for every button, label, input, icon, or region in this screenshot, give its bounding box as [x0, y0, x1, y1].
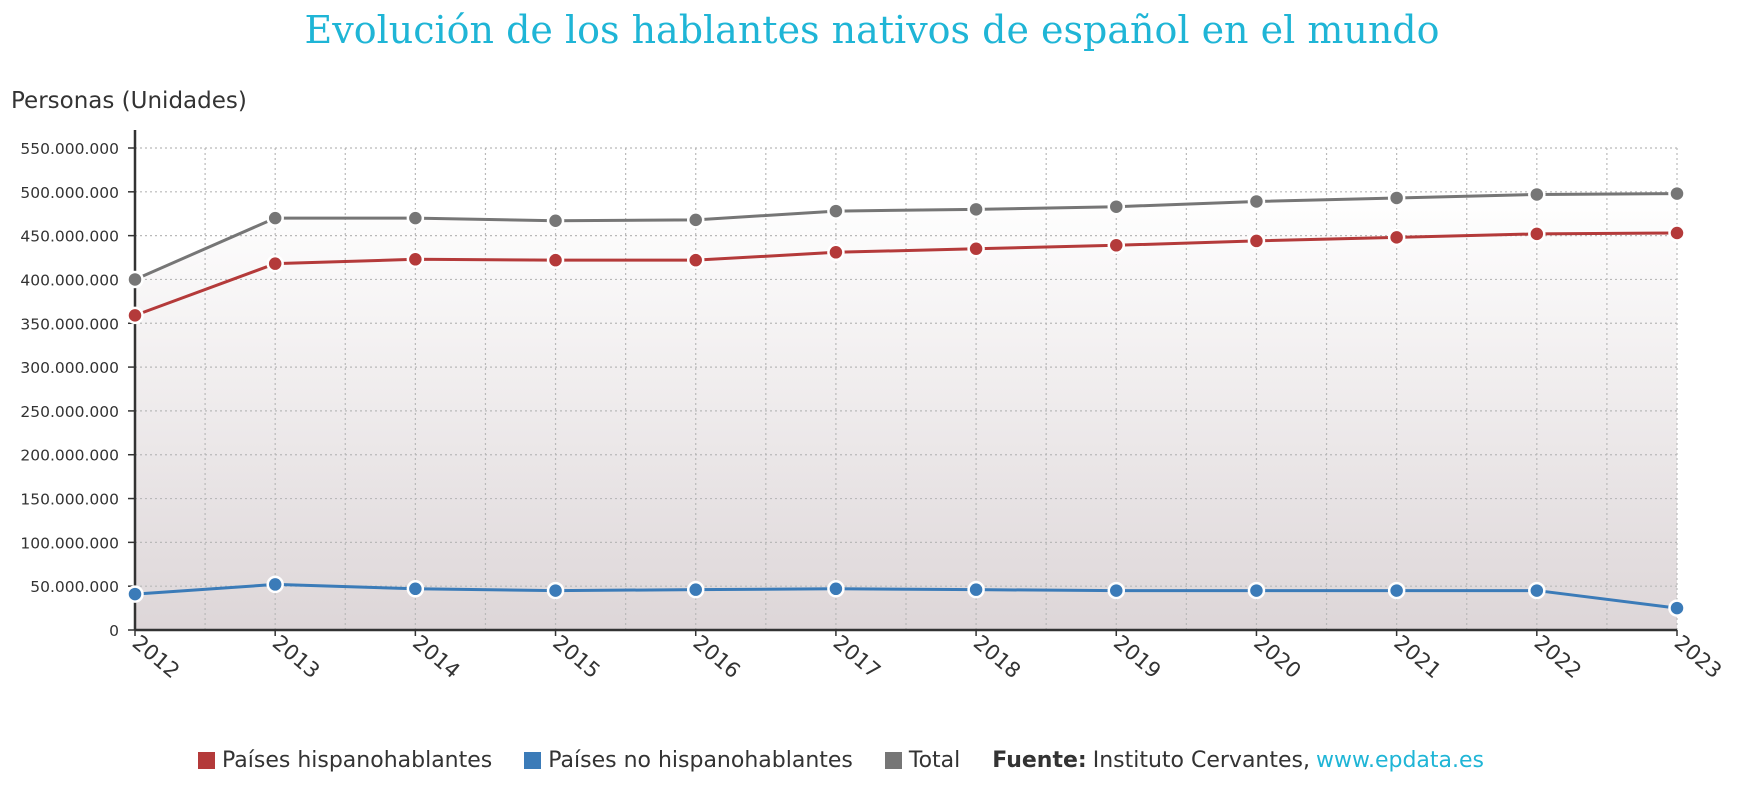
- chart-title: Evolución de los hablantes nativos de es…: [304, 8, 1440, 52]
- series-2-point: [686, 211, 705, 229]
- y-tick-label: 450.000.000: [20, 228, 119, 246]
- series-1-point: [546, 581, 565, 600]
- series-2-point: [827, 202, 845, 220]
- series-1-point: [967, 580, 985, 599]
- series-0-point: [1247, 232, 1266, 250]
- source-note: Fuente: Instituto Cervantes, www.epdata.…: [992, 748, 1484, 773]
- series-line-1: [134, 582, 1678, 610]
- series-0-point: [546, 251, 565, 269]
- x-tick-label: 2018: [969, 630, 1025, 683]
- series-2-point: [1387, 189, 1406, 207]
- y-tick-label: 100.000.000: [20, 534, 119, 552]
- x-tick-label: 2013: [268, 630, 324, 683]
- legend-label: Países hispanohablantes: [222, 748, 493, 773]
- x-tick-label: 2012: [128, 630, 184, 683]
- series-2-point: [126, 270, 144, 289]
- source-link[interactable]: www.epdata.es: [1316, 748, 1484, 773]
- legend-swatch: [198, 752, 215, 769]
- series-0-point: [266, 254, 284, 273]
- y-tick-label: 150.000.000: [20, 491, 119, 509]
- series-0-point: [1107, 236, 1126, 255]
- series-0-point: [1668, 224, 1686, 242]
- series-2-point: [1247, 192, 1266, 211]
- y-tick-label: 200.000.000: [20, 447, 119, 465]
- series-0-point: [1387, 228, 1406, 247]
- y-axis-label: Personas (Unidades): [11, 88, 247, 114]
- source-text: Instituto Cervantes,: [1092, 748, 1310, 773]
- series-2-point: [967, 200, 985, 219]
- legend-item-no-hispanohablantes[interactable]: Países no hispanohablantes: [524, 748, 853, 773]
- y-tick-label: 50.000.000: [30, 578, 119, 596]
- series-0-point: [1528, 225, 1546, 243]
- series-1-point: [266, 575, 284, 594]
- y-tick-label: 300.000.000: [20, 359, 119, 377]
- series-0-point: [406, 250, 425, 269]
- x-tick-label: 2015: [548, 630, 604, 683]
- series-0-point: [126, 306, 144, 325]
- series-1-point: [686, 580, 705, 599]
- legend-item-total[interactable]: Total: [884, 748, 961, 773]
- series-1-point: [827, 580, 845, 598]
- legend: Países hispanohablantes Países no hispan…: [198, 748, 1484, 773]
- source-label: Fuente:: [992, 748, 1087, 773]
- series-1-point: [1107, 581, 1126, 600]
- x-tick-label: 2017: [829, 630, 885, 683]
- x-tick-label: 2020: [1249, 630, 1305, 683]
- legend-swatch: [884, 752, 902, 769]
- series-1-point: [1247, 581, 1266, 600]
- x-tick-label: 2019: [1109, 630, 1165, 683]
- y-tick-label: 550.000.000: [20, 140, 119, 158]
- x-tick-label: 2021: [1389, 630, 1445, 683]
- x-tick-label: 2023: [1670, 630, 1726, 683]
- series-line-2: [134, 192, 1678, 281]
- series-0-point: [827, 243, 845, 262]
- line-chart: 0 50.000.000 100.000.000 150.000.000 200.000…: [20, 130, 1726, 683]
- series-2-point: [1528, 185, 1546, 204]
- series-2-point: [266, 209, 284, 227]
- series-2-point: [1668, 184, 1686, 203]
- y-tick-label: 400.000.000: [20, 271, 119, 289]
- total-area-fill: [135, 193, 1677, 630]
- series-2-point: [1107, 197, 1126, 216]
- x-tick-label: 2016: [689, 630, 745, 683]
- y-tick-label: 500.000.000: [20, 184, 119, 202]
- legend-item-hispanohablantes[interactable]: Países hispanohablantes: [198, 748, 492, 773]
- legend-label: Países no hispanohablantes: [548, 748, 853, 773]
- legend-swatch: [524, 752, 542, 769]
- x-tick-label: 2014: [408, 630, 464, 683]
- y-tick-label: 350.000.000: [20, 315, 119, 333]
- legend-label: Total: [908, 748, 961, 773]
- series-1-point: [1668, 599, 1686, 617]
- series-1-point: [406, 580, 425, 598]
- x-tick-label: 2022: [1530, 630, 1586, 683]
- y-tick-label: 0: [109, 622, 119, 640]
- series-1-point: [1387, 581, 1406, 600]
- series-2-point: [546, 211, 565, 230]
- series-2-point: [406, 209, 425, 227]
- series-1-point: [126, 585, 144, 603]
- series-1-point: [1528, 581, 1546, 600]
- series-0-point: [967, 240, 985, 258]
- series-0-point: [686, 251, 705, 269]
- y-tick-label: 250.000.000: [20, 403, 119, 421]
- series-line-0: [134, 231, 1678, 317]
